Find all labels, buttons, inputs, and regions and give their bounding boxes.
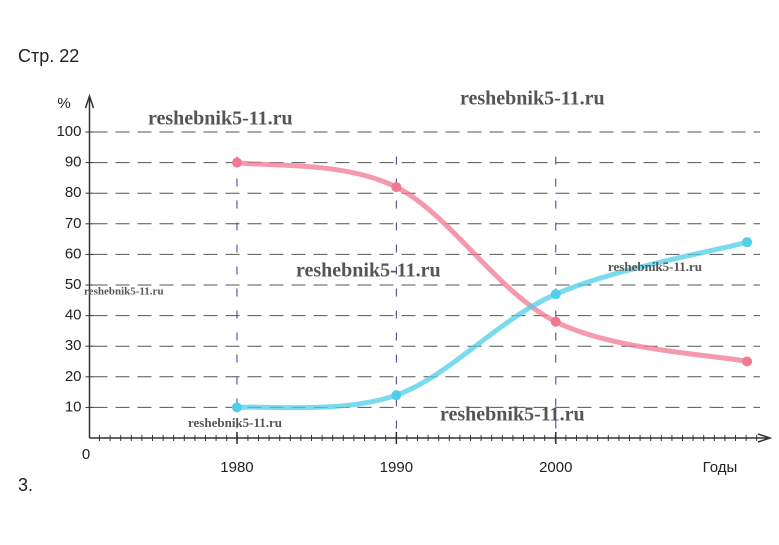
- watermark: reshebnik5-11.ru: [84, 286, 164, 298]
- data-point: [231, 157, 242, 168]
- y-tick-label: 30: [65, 337, 82, 354]
- y-tick-label: 60: [65, 245, 82, 262]
- data-point: [550, 289, 561, 300]
- y-tick-label: 70: [65, 215, 82, 232]
- watermark: reshebnik5-11.ru: [296, 260, 441, 282]
- y-tick-label: 40: [65, 307, 82, 324]
- x-tick-label: 2000: [539, 459, 572, 476]
- y-tick-label: 80: [65, 184, 82, 201]
- data-point: [742, 356, 753, 367]
- watermark: reshebnik5-11.ru: [460, 88, 605, 110]
- data-point: [391, 390, 402, 401]
- y-tick-label: 20: [65, 368, 82, 385]
- y-axis-arrow: [84, 93, 95, 109]
- y-tick-label: 50: [65, 276, 82, 293]
- data-point: [231, 402, 242, 413]
- origin-label: 0: [82, 446, 90, 463]
- data-point: [391, 182, 402, 193]
- page-title: Стр. 22: [18, 46, 79, 66]
- watermark: reshebnik5-11.ru: [188, 415, 282, 430]
- y-tick-label: 100: [56, 123, 81, 140]
- watermark: reshebnik5-11.ru: [148, 108, 293, 130]
- series-line: [234, 160, 750, 364]
- x-axis-arrow: [757, 433, 773, 443]
- data-point: [742, 237, 753, 248]
- watermark: reshebnik5-11.ru: [608, 259, 702, 274]
- data-point: [550, 316, 561, 327]
- series-line: [234, 239, 750, 411]
- x-tick-label: 1980: [220, 459, 253, 476]
- watermark: reshebnik5-11.ru: [440, 404, 585, 426]
- task-number: 3.: [18, 475, 33, 495]
- y-tick-label: 90: [65, 154, 82, 171]
- y-axis-label: %: [57, 95, 70, 112]
- x-axis-label: Годы: [703, 459, 738, 476]
- x-tick-label: 1990: [380, 459, 413, 476]
- y-tick-label: 10: [65, 398, 82, 415]
